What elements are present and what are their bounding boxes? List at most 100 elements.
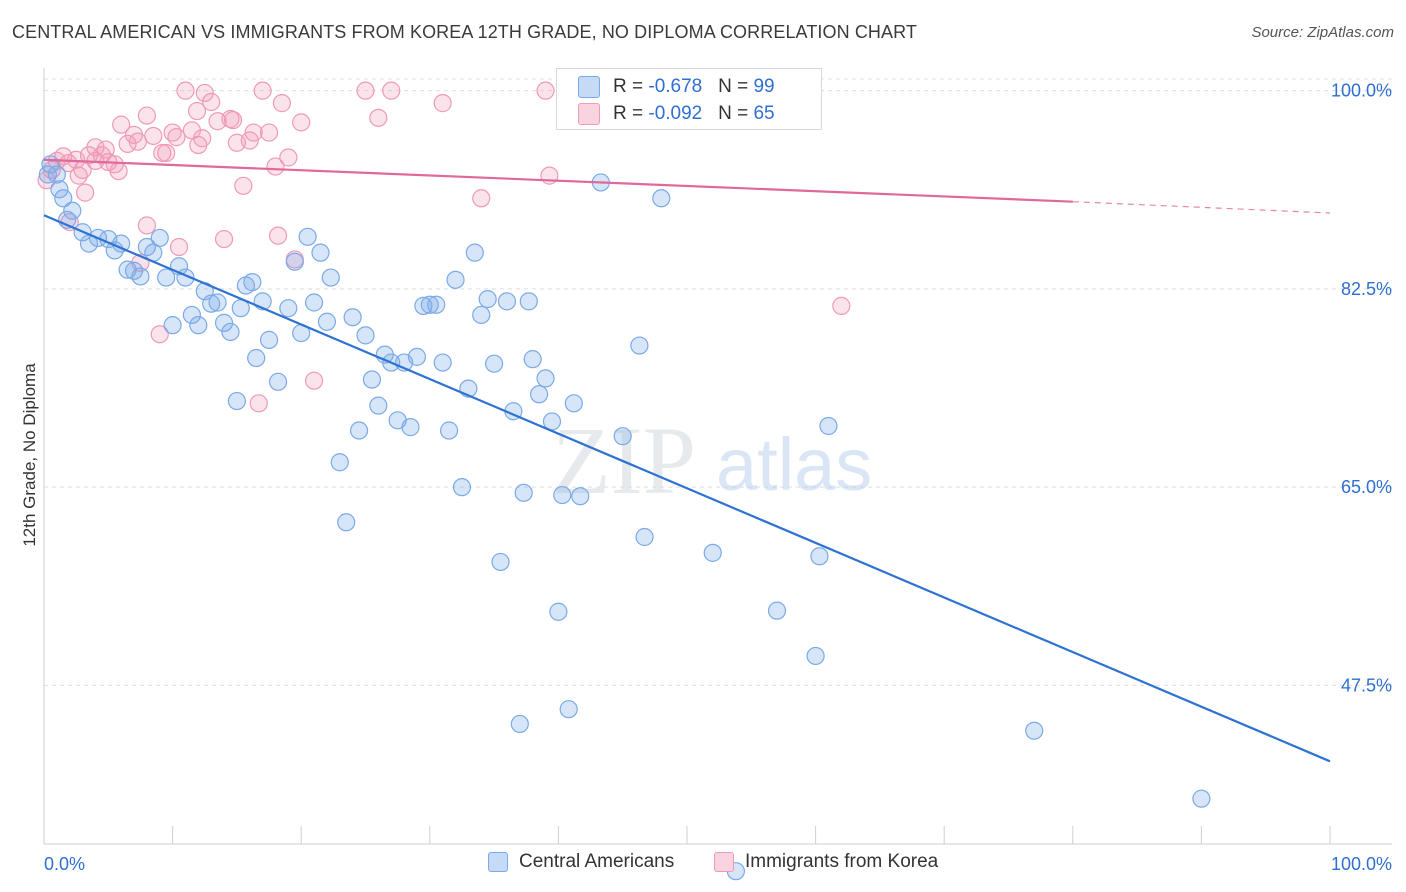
- data-point-central: [703, 543, 722, 562]
- series-central-americans: [38, 155, 1211, 881]
- data-point-korea: [153, 143, 172, 163]
- data-point-korea: [832, 296, 851, 315]
- data-point-central: [214, 313, 234, 332]
- data-point-korea: [109, 161, 128, 181]
- data-point-central: [407, 347, 427, 366]
- stats-swatch-central-americans: [578, 76, 600, 98]
- data-point-central: [510, 714, 529, 734]
- data-point-central: [414, 296, 433, 315]
- data-point-central: [439, 421, 459, 440]
- data-point-central: [485, 354, 504, 373]
- data-point-central: [514, 483, 533, 502]
- data-point-korea: [112, 115, 131, 134]
- axes: [43, 68, 1392, 845]
- data-point-central: [317, 312, 337, 331]
- data-point-central: [50, 180, 69, 199]
- data-point-central: [221, 322, 240, 342]
- data-point-central: [362, 370, 382, 389]
- data-point-central: [202, 294, 221, 313]
- legend-item-immigrants-from-korea[interactable]: Immigrants from Korea: [714, 851, 938, 873]
- data-point-korea: [382, 81, 401, 100]
- data-point-korea: [234, 176, 253, 195]
- x-tick-label-min: 0.0%: [44, 854, 85, 874]
- trend-lines: [43, 158, 1331, 763]
- data-point-central: [613, 427, 632, 446]
- trend-line-central-americans: [43, 214, 1331, 763]
- legend-swatch-immigrants-from-korea: [714, 852, 734, 872]
- data-point-central: [478, 290, 497, 309]
- data-point-korea: [268, 226, 288, 245]
- data-point-central: [806, 646, 825, 666]
- stats-n-label: N =: [718, 76, 754, 97]
- data-point-korea: [292, 113, 311, 132]
- data-point-central: [298, 227, 317, 246]
- data-point-central: [819, 416, 838, 436]
- stats-n-value: 99: [753, 76, 775, 97]
- data-point-korea: [214, 229, 234, 249]
- data-point-central: [433, 353, 452, 372]
- data-point-central: [150, 228, 169, 248]
- data-point-central: [523, 350, 542, 369]
- data-point-korea: [169, 237, 189, 257]
- data-point-korea: [356, 81, 375, 100]
- data-point-central: [369, 396, 388, 415]
- data-point-central: [321, 268, 340, 287]
- data-point-central: [311, 243, 330, 262]
- data-point-central: [268, 372, 288, 391]
- data-point-korea: [128, 132, 147, 151]
- data-point-korea: [272, 94, 292, 113]
- chart-title: CENTRAL AMERICAN VS IMMIGRANTS FROM KORE…: [12, 22, 917, 42]
- stats-r-value: -0.092: [648, 103, 703, 124]
- data-point-central: [337, 513, 356, 532]
- data-point-central: [571, 487, 590, 506]
- data-point-central: [259, 330, 279, 349]
- trend-line-korea-extension: [1072, 201, 1331, 214]
- data-point-korea: [144, 126, 163, 146]
- data-point-korea: [59, 154, 78, 173]
- data-point-korea: [137, 216, 156, 235]
- y-tick-label: 65.0%: [1341, 477, 1392, 497]
- data-point-korea: [223, 111, 243, 130]
- stats-n-value: 65: [753, 103, 775, 124]
- data-point-central: [285, 252, 304, 271]
- data-point-central: [420, 295, 439, 314]
- data-point-korea: [472, 189, 491, 208]
- data-point-korea: [279, 148, 298, 167]
- data-point-central: [810, 547, 829, 566]
- y-tick-label: 47.5%: [1341, 675, 1392, 695]
- trend-line-korea: [43, 158, 1073, 203]
- data-point-korea: [187, 101, 207, 121]
- legend-label: Central Americans: [519, 851, 675, 872]
- data-point-central: [243, 273, 262, 292]
- data-point-central: [497, 292, 517, 311]
- data-point-korea: [244, 123, 263, 142]
- data-point-central: [356, 326, 375, 345]
- data-point-central: [472, 305, 491, 325]
- data-point-korea: [433, 94, 452, 113]
- data-point-central: [227, 391, 246, 411]
- data-point-central: [491, 552, 510, 572]
- tick-labels: 100.0% 82.5% 65.0% 47.5% 0.0% 100.0%: [44, 81, 1392, 874]
- data-point-central: [630, 336, 649, 355]
- data-point-central: [536, 369, 555, 388]
- data-point-korea: [167, 128, 186, 147]
- data-point-korea: [266, 157, 285, 176]
- legend-swatch-central-americans: [488, 852, 508, 872]
- data-point-korea: [193, 129, 212, 148]
- data-point-central: [349, 421, 369, 440]
- data-point-korea: [69, 166, 88, 185]
- legend-item-central-americans[interactable]: Central Americans: [488, 851, 674, 873]
- legend: Central Americans Immigrants from Korea: [0, 851, 1406, 879]
- source-label: Source: ZipAtlas.com: [1251, 24, 1394, 41]
- data-point-korea: [176, 81, 195, 100]
- data-point-central: [767, 601, 787, 620]
- data-point-korea: [249, 394, 268, 413]
- y-tick-label: 100.0%: [1331, 81, 1392, 101]
- data-point-central: [465, 243, 484, 262]
- data-point-central: [182, 305, 201, 325]
- stats-n-label: N =: [718, 103, 754, 124]
- data-point-central: [1025, 721, 1044, 740]
- data-point-central: [330, 453, 349, 472]
- stats-r-label: R =: [613, 103, 649, 124]
